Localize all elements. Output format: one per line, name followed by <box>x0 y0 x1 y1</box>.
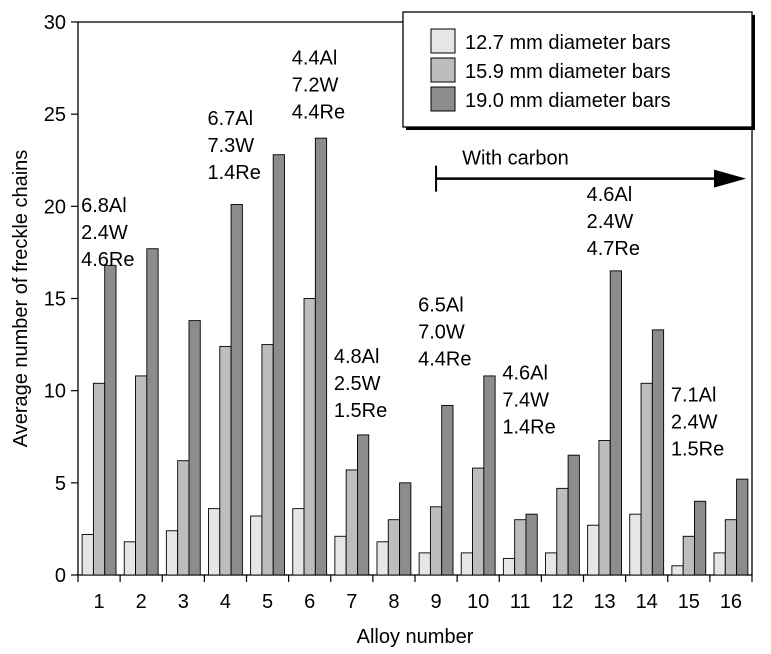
x-tick-label: 13 <box>593 591 615 613</box>
legend: 12.7 mm diameter bars 15.9 mm diameter ba… <box>402 11 755 130</box>
bar-5-series-1 <box>250 515 263 576</box>
x-axis: 1 2 3 4 5 6 7 8 9 10 11 12 13 14 15 16 <box>77 575 753 613</box>
legend-swatch-series-2 <box>430 57 456 83</box>
composition-label-alloy-15: 7.1Al 2.4W 1.5Re <box>671 385 724 461</box>
y-tick-label: 25 <box>44 104 66 126</box>
bar-2-series-1 <box>123 541 136 576</box>
x-tick-label: 5 <box>262 591 273 613</box>
y-tick-label: 10 <box>44 381 66 403</box>
x-tick-label: 7 <box>346 591 357 613</box>
bar-10-series-3 <box>483 375 496 576</box>
bar-15-series-2 <box>682 535 695 576</box>
y-axis-label: Average number of freckle chains <box>10 150 32 448</box>
y-tick-label: 20 <box>44 196 66 218</box>
bar-15-series-3 <box>694 500 707 576</box>
composition-label-alloy-11: 4.6Al 7.4W 1.4Re <box>502 363 555 439</box>
bar-10-series-1 <box>460 552 473 576</box>
bar-12-series-1 <box>545 552 558 576</box>
bar-6-series-2 <box>303 298 316 576</box>
legend-label-series-1: 12.7 mm diameter bars <box>465 32 671 54</box>
x-tick-label: 15 <box>678 591 700 613</box>
carbon-arrow-head <box>714 169 746 188</box>
bar-14-series-1 <box>629 513 642 576</box>
bar-10-series-2 <box>472 467 485 576</box>
bar-3-series-2 <box>177 460 190 576</box>
x-tick-label: 4 <box>220 591 231 613</box>
x-tick-label: 16 <box>720 591 742 613</box>
x-tick-label: 9 <box>431 591 442 613</box>
bar-8-series-2 <box>387 519 401 576</box>
y-axis: 0 5 10 15 20 25 30 <box>44 12 78 587</box>
legend-swatch-series-1 <box>430 28 456 54</box>
with-carbon-annotation: With carbon <box>435 148 746 192</box>
bar-16-series-1 <box>713 552 726 576</box>
bar-9-series-1 <box>418 552 431 576</box>
x-tick-label: 3 <box>178 591 189 613</box>
with-carbon-label: With carbon <box>462 148 569 170</box>
bar-11-series-2 <box>514 519 527 576</box>
y-tick-label: 15 <box>44 289 66 311</box>
x-axis-label: Alloy number <box>357 626 474 648</box>
legend-swatch-series-3 <box>430 86 456 112</box>
bar-1-series-3 <box>104 264 117 576</box>
bar-16-series-2 <box>724 519 738 576</box>
x-tick-label: 1 <box>94 591 105 613</box>
bar-14-series-2 <box>640 382 653 576</box>
bar-14-series-3 <box>651 329 665 576</box>
composition-label-alloy-4: 6.7Al 7.3W 1.4Re <box>207 108 260 184</box>
bar-16-series-3 <box>736 478 749 576</box>
legend-box <box>402 11 753 128</box>
x-tick-label: 2 <box>136 591 147 613</box>
composition-label-alloy-7: 4.8Al 2.5W 1.5Re <box>334 346 387 422</box>
x-tick-label: 12 <box>551 591 573 613</box>
composition-label-alloy-9: 6.5Al 7.0W 4.4Re <box>418 294 471 370</box>
bar-4-series-2 <box>219 345 232 576</box>
bar-5-series-2 <box>261 344 274 576</box>
bar-4-series-3 <box>230 204 243 576</box>
legend-label-series-2: 15.9 mm diameter bars <box>465 61 671 83</box>
legend-label-series-3: 19.0 mm diameter bars <box>465 90 671 112</box>
y-tick-label: 5 <box>55 473 66 495</box>
composition-label-alloy-6: 4.4Al 7.2W 4.4Re <box>292 47 345 123</box>
x-tick-label: 11 <box>510 591 531 613</box>
bar-6-series-1 <box>292 508 305 576</box>
bar-13-series-1 <box>587 524 600 576</box>
y-tick-label: 30 <box>44 12 66 34</box>
bar-1-series-2 <box>92 382 106 576</box>
bar-2-series-2 <box>135 375 148 576</box>
bars-group <box>81 137 749 576</box>
bar-3-series-1 <box>165 530 179 576</box>
bar-7-series-2 <box>345 469 358 576</box>
x-tick-label: 14 <box>636 591 658 613</box>
x-tick-label: 8 <box>388 591 399 613</box>
bar-9-series-2 <box>429 506 443 576</box>
x-tick-label: 6 <box>304 591 315 613</box>
bar-15-series-1 <box>671 565 684 576</box>
composition-label-alloy-13: 4.6Al 2.4W 4.7Re <box>587 184 640 260</box>
bar-7-series-3 <box>357 434 370 576</box>
bar-3-series-3 <box>188 320 201 576</box>
bar-13-series-3 <box>609 270 622 576</box>
bar-6-series-3 <box>314 137 328 576</box>
bar-8-series-1 <box>376 541 389 576</box>
bar-4-series-1 <box>208 508 221 576</box>
bar-1-series-1 <box>81 533 94 576</box>
bar-11-series-3 <box>525 513 538 576</box>
bar-12-series-3 <box>567 454 580 576</box>
annotations-group: 6.8Al 2.4W 4.6Re 6.7Al 7.3W 1.4Re 4.4Al 7.2W 4.4… <box>81 47 724 460</box>
bar-9-series-3 <box>441 404 454 576</box>
bar-12-series-2 <box>556 487 569 576</box>
bar-13-series-2 <box>598 439 611 576</box>
composition-label-alloy-1: 6.8Al 2.4W 4.6Re <box>81 195 134 271</box>
bar-11-series-1 <box>502 557 516 576</box>
y-tick-label: 0 <box>55 565 66 587</box>
bar-8-series-3 <box>399 482 412 576</box>
bar-5-series-3 <box>272 154 285 576</box>
bar-7-series-1 <box>334 535 347 576</box>
bar-2-series-3 <box>146 248 159 576</box>
x-tick-label: 10 <box>467 591 489 613</box>
